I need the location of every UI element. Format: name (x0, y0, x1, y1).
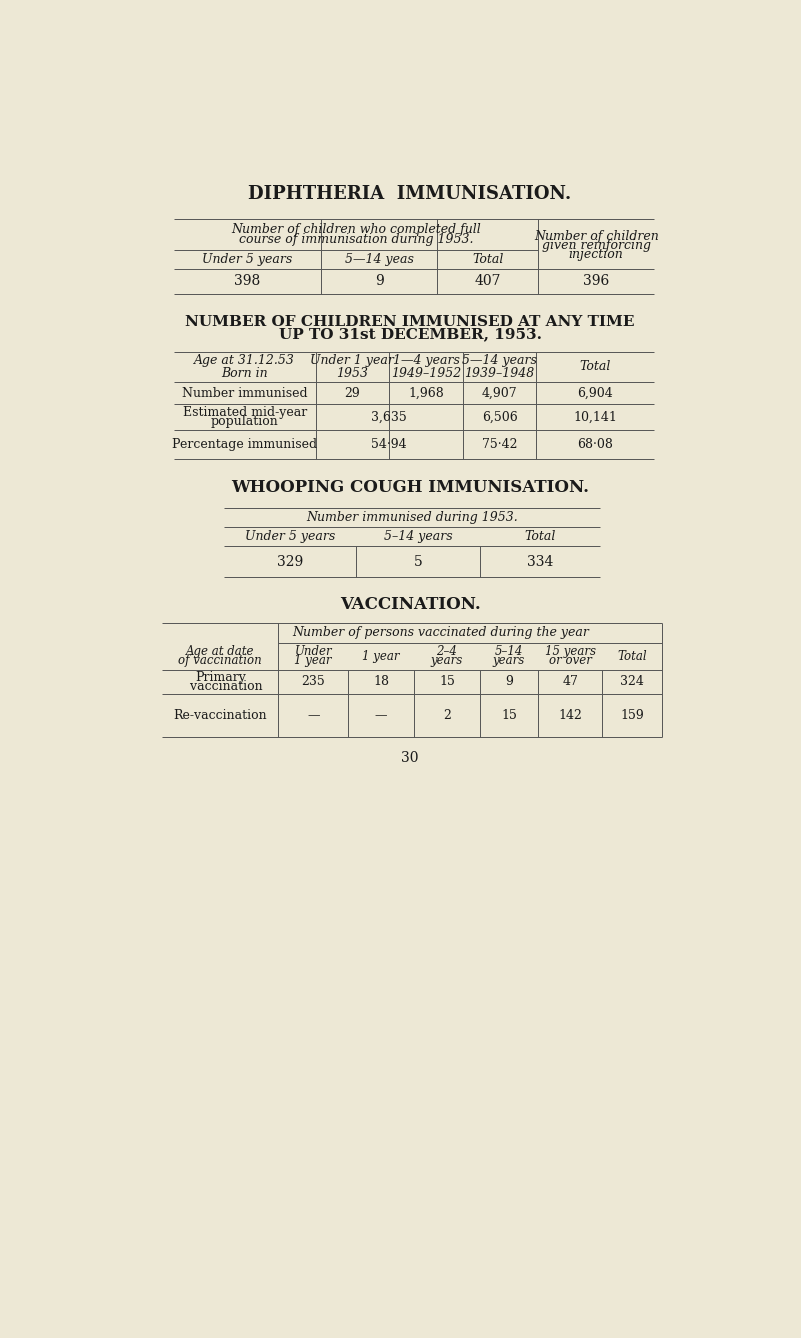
Text: 5–14: 5–14 (495, 645, 523, 658)
Text: of vaccination: of vaccination (179, 654, 262, 668)
Text: or over: or over (549, 654, 592, 668)
Text: 5—14 yeas: 5—14 yeas (344, 253, 413, 266)
Text: 5–14 years: 5–14 years (384, 530, 453, 543)
Text: Total: Total (472, 253, 503, 266)
Text: Under 5 years: Under 5 years (245, 530, 335, 543)
Text: 396: 396 (583, 274, 610, 289)
Text: Total: Total (618, 649, 647, 662)
Text: Age at date: Age at date (186, 645, 255, 658)
Text: 6,506: 6,506 (481, 411, 517, 423)
Text: Re-vaccination: Re-vaccination (174, 709, 267, 721)
Text: 4,907: 4,907 (482, 387, 517, 400)
Text: Primary: Primary (195, 670, 246, 684)
Text: Under: Under (295, 645, 332, 658)
Text: Number immunised during 1953.: Number immunised during 1953. (306, 511, 518, 524)
Text: 15: 15 (439, 676, 455, 688)
Text: 142: 142 (558, 709, 582, 721)
Text: 18: 18 (373, 676, 389, 688)
Text: WHOOPING COUGH IMMUNISATION.: WHOOPING COUGH IMMUNISATION. (231, 479, 589, 496)
Text: 398: 398 (234, 274, 260, 289)
Text: 29: 29 (344, 387, 360, 400)
Text: course of immunisation during 1953.: course of immunisation during 1953. (239, 233, 473, 246)
Text: 15 years: 15 years (545, 645, 596, 658)
Text: 30: 30 (401, 751, 419, 765)
Text: 54·94: 54·94 (372, 438, 407, 451)
Text: 2: 2 (443, 709, 451, 721)
Text: Under 1 year: Under 1 year (311, 355, 394, 367)
Text: 75·42: 75·42 (482, 438, 517, 451)
Text: 47: 47 (562, 676, 578, 688)
Text: 10,141: 10,141 (574, 411, 618, 423)
Text: 1939–1948: 1939–1948 (465, 367, 535, 380)
Text: Number of children who completed full: Number of children who completed full (231, 222, 481, 235)
Text: NUMBER OF CHILDREN IMMUNISED AT ANY TIME: NUMBER OF CHILDREN IMMUNISED AT ANY TIME (185, 316, 635, 329)
Text: DIPHTHERIA  IMMUNISATION.: DIPHTHERIA IMMUNISATION. (248, 185, 572, 202)
Text: —: — (375, 709, 388, 721)
Text: 68·08: 68·08 (578, 438, 614, 451)
Text: 1,968: 1,968 (409, 387, 444, 400)
Text: 15: 15 (501, 709, 517, 721)
Text: Number of children: Number of children (533, 230, 658, 244)
Text: Total: Total (580, 360, 611, 373)
Text: Number of persons vaccinated during the year: Number of persons vaccinated during the … (292, 626, 589, 640)
Text: 334: 334 (527, 555, 553, 569)
Text: Estimated mid-year: Estimated mid-year (183, 405, 307, 419)
Text: 9: 9 (375, 274, 384, 289)
Text: 235: 235 (301, 676, 325, 688)
Text: injection: injection (569, 249, 623, 261)
Text: 324: 324 (620, 676, 644, 688)
Text: Number immunised: Number immunised (182, 387, 308, 400)
Text: Age at 31.12.53: Age at 31.12.53 (194, 355, 295, 367)
Text: 2–4: 2–4 (437, 645, 457, 658)
Text: 407: 407 (474, 274, 501, 289)
Text: Total: Total (524, 530, 556, 543)
Text: 6,904: 6,904 (578, 387, 614, 400)
Text: Under 5 years: Under 5 years (202, 253, 292, 266)
Text: VACCINATION.: VACCINATION. (340, 595, 481, 613)
Text: 1 year: 1 year (295, 654, 332, 668)
Text: population: population (211, 415, 279, 428)
Text: Born in: Born in (221, 367, 268, 380)
Text: 5—14 years: 5—14 years (462, 355, 537, 367)
Text: given reinforcing: given reinforcing (541, 240, 650, 252)
Text: —: — (307, 709, 320, 721)
Text: vaccination: vaccination (178, 680, 263, 693)
Text: 1—4 years: 1—4 years (392, 355, 460, 367)
Text: UP TO 31st DECEMBER, 1953.: UP TO 31st DECEMBER, 1953. (279, 328, 541, 341)
Text: 1949–1952: 1949–1952 (391, 367, 461, 380)
Text: 1 year: 1 year (362, 649, 400, 662)
Text: years: years (493, 654, 525, 668)
Text: 5: 5 (413, 555, 422, 569)
Text: 9: 9 (505, 676, 513, 688)
Text: 329: 329 (277, 555, 303, 569)
Text: 159: 159 (620, 709, 644, 721)
Text: 3,635: 3,635 (372, 411, 407, 423)
Text: Percentage immunised: Percentage immunised (172, 438, 317, 451)
Text: years: years (431, 654, 463, 668)
Text: 1953: 1953 (336, 367, 368, 380)
